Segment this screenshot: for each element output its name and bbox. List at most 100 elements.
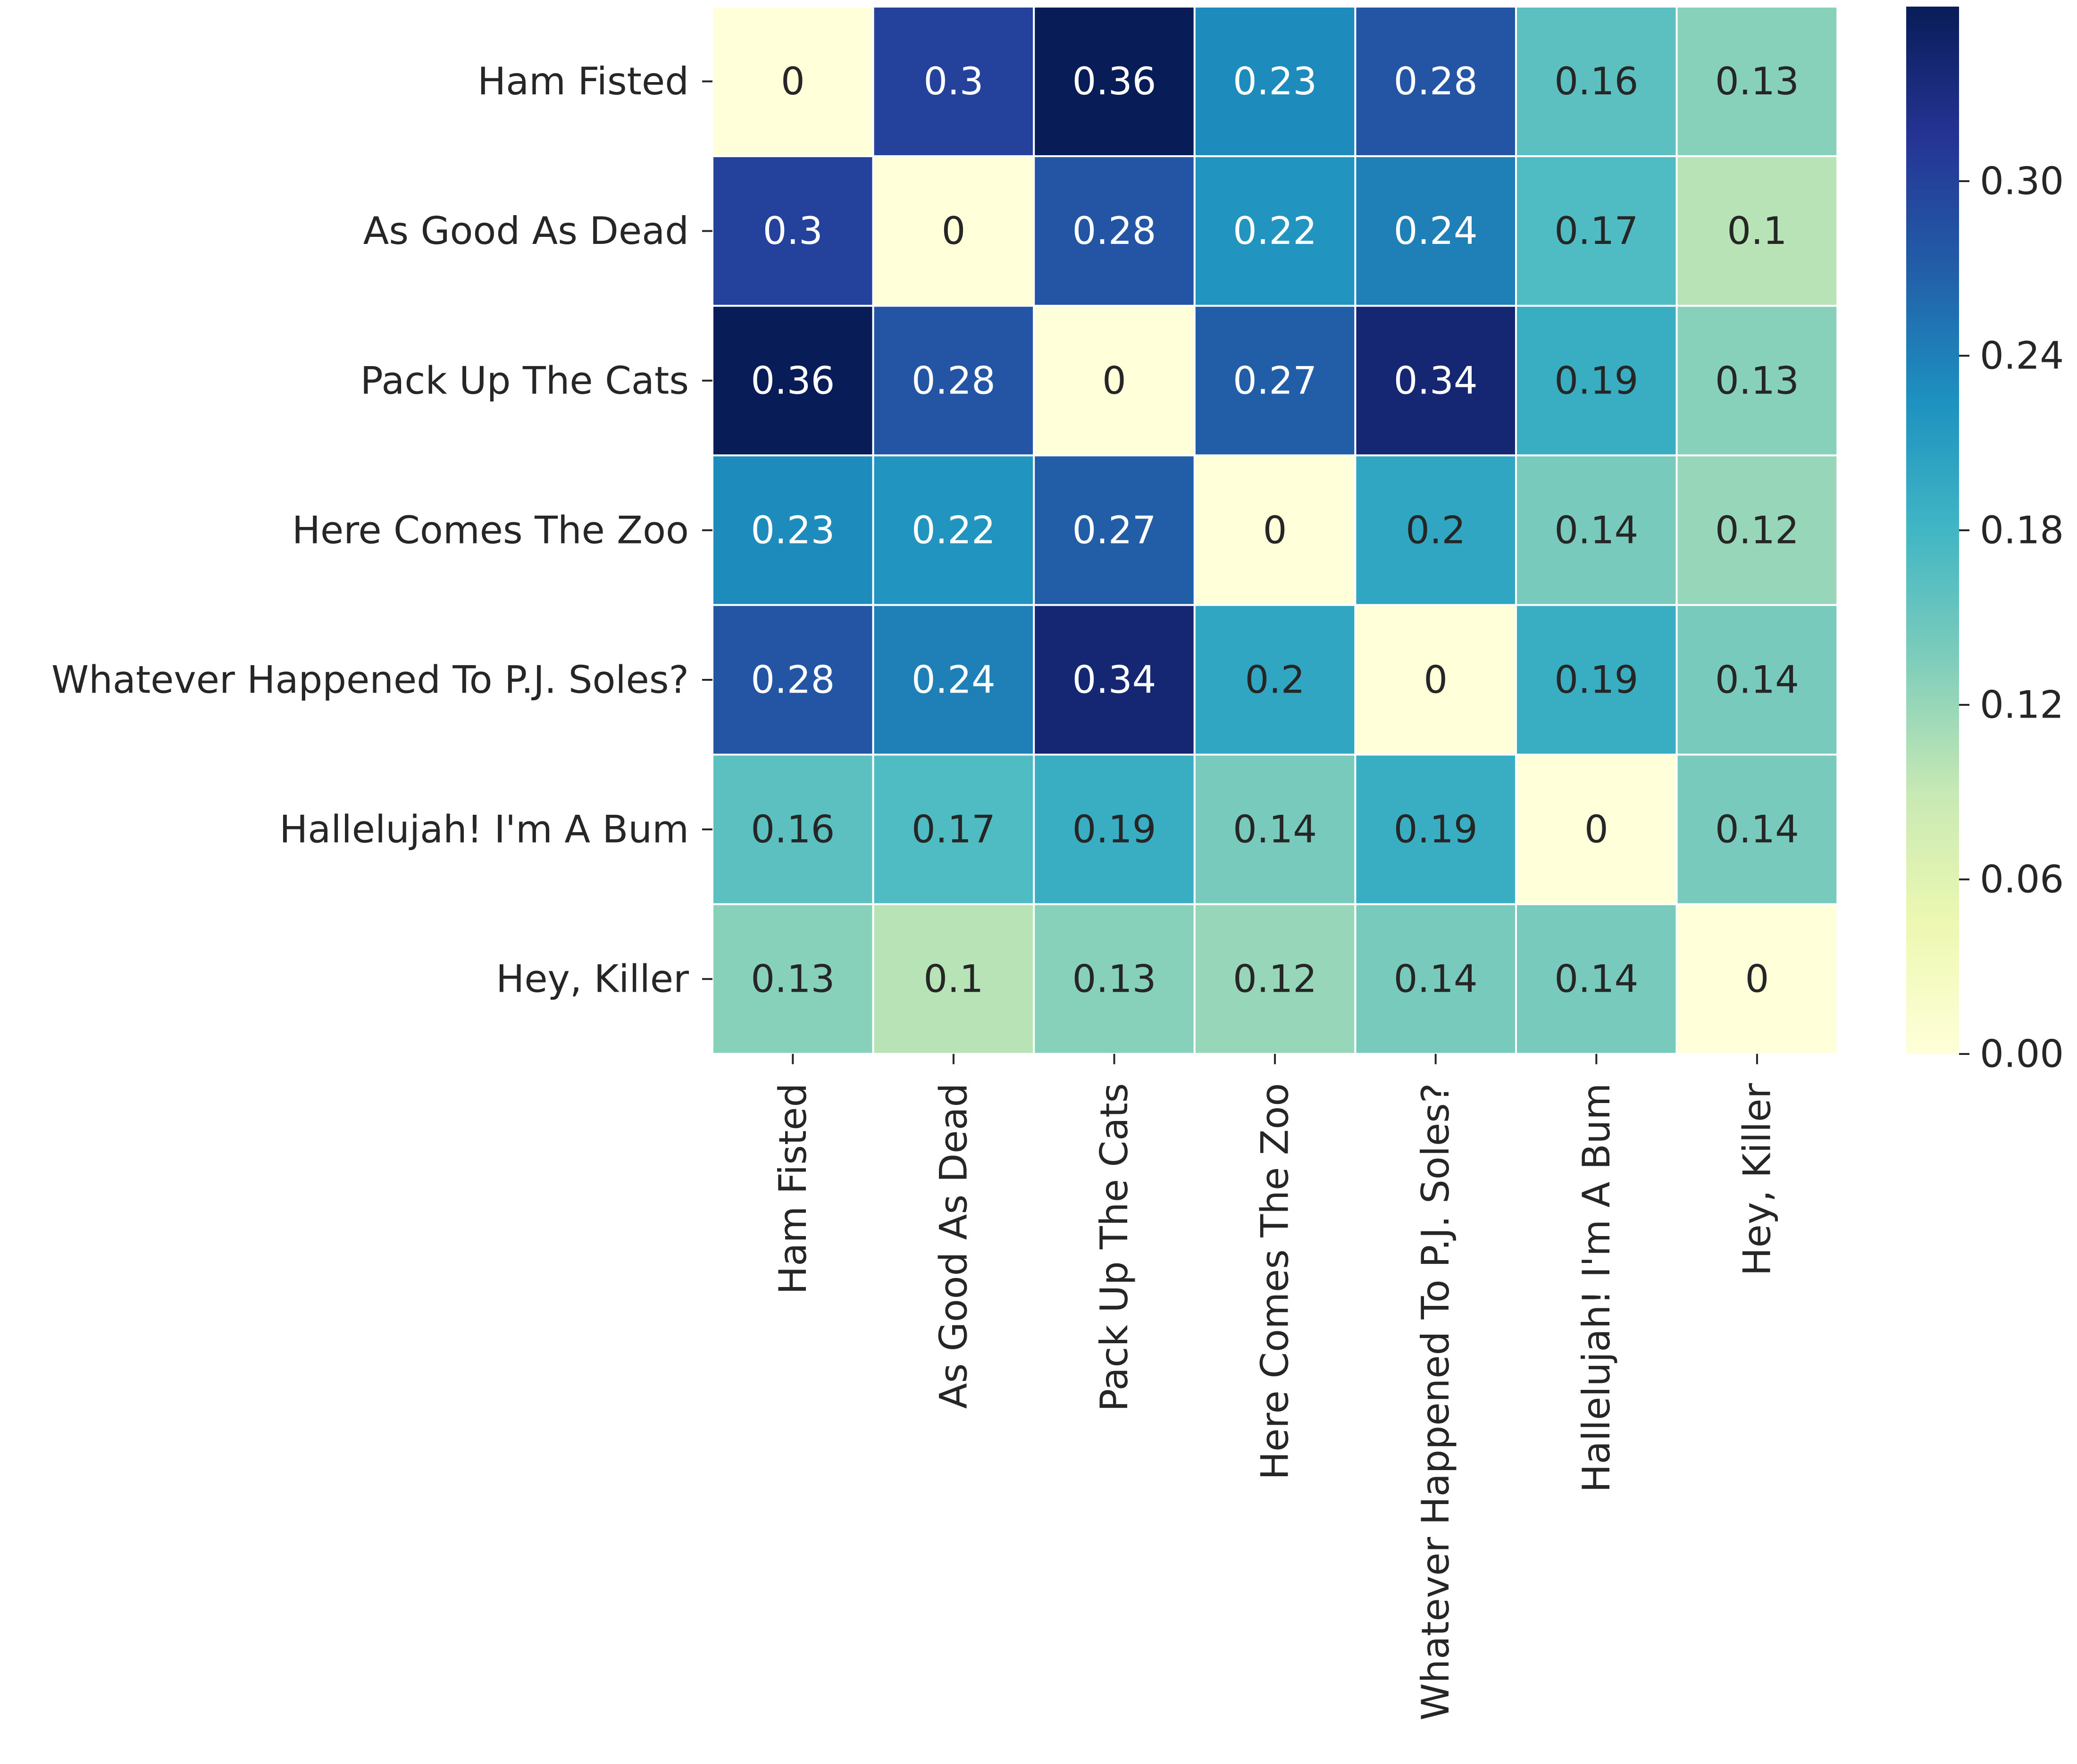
heatmap-cell [1354,155,1517,307]
colorbar-gradient [1906,7,1959,1054]
heatmap-cells: 0 0.3 0.36 0.23 0.28 0.16 0.13 0.3 0 0.28 0.22 0.24… [712,6,1839,1055]
cell-value-label: 0.3 [923,59,983,103]
cell-value-label: 0 [1102,359,1126,402]
cell-value-label: 0.28 [1072,209,1156,253]
heatmap-cell [1033,155,1196,307]
cell-value-label: 0.19 [1554,359,1638,402]
cell-value-label: 0.24 [912,658,996,702]
cell-value-label: 0.16 [751,808,835,852]
cell-value-label: 0 [781,59,805,103]
cell-value-label: 0.19 [1554,658,1638,702]
cell-value-label: 0.14 [1233,808,1317,852]
cell-value-label: 0.22 [1233,209,1317,253]
y-tick-label: As Good As Dead [363,209,689,253]
colorbar-tick-label: 0.30 [1980,159,2064,203]
heatmap-cell [1675,454,1839,606]
cell-value-label: 0.19 [1072,808,1156,852]
heatmap-cell [1033,604,1196,756]
cell-value-label: 0.19 [1394,808,1478,852]
colorbar: 0.00 0.06 0.12 0.18 0.24 0.30 [1906,7,2064,1076]
x-tick-label: Hey, Killer [1735,1083,1779,1276]
cell-value-label: 0.14 [1715,658,1799,702]
cell-value-label: 0.1 [1727,209,1787,253]
heatmap-cell [1033,903,1196,1055]
cell-value-label: 0.28 [912,359,996,402]
cell-value-label: 0.23 [751,508,835,552]
heatmap-cell [1033,753,1196,905]
heatmap-cell [1354,305,1517,457]
cell-value-label: 0.23 [1233,59,1317,103]
heatmap-cell [1675,903,1839,1055]
heatmap-cell [1354,6,1517,158]
y-tick-label: Whatever Happened To P.J. Soles? [51,658,689,702]
x-tick-label: Here Comes The Zoo [1253,1083,1297,1480]
cell-value-label: 0.22 [912,508,996,552]
cell-value-label: 0.36 [751,359,835,402]
heatmap-cell [1515,155,1678,307]
cell-value-label: 0 [941,209,965,253]
cell-value-label: 0.17 [1554,209,1638,253]
x-tick-label: Ham Fisted [771,1083,815,1295]
heatmap-cell [1515,903,1678,1055]
x-tick-label: Pack Up The Cats [1092,1083,1136,1412]
cell-value-label: 0.1 [923,957,983,1001]
heatmap-cell [1515,6,1678,158]
cell-value-label: 0.2 [1406,508,1466,552]
y-tick-label: Ham Fisted [477,59,689,103]
y-tick-label: Here Comes The Zoo [292,508,689,552]
cell-value-label: 0.12 [1715,508,1799,552]
y-tick-label: Pack Up The Cats [360,359,689,402]
cell-value-label: 0.14 [1394,957,1478,1001]
heatmap-cell [712,454,874,606]
y-tick-label: Hey, Killer [496,957,689,1001]
heatmap-cell [1193,6,1357,158]
heatmap-cell [1033,6,1196,158]
cell-value-label: 0.14 [1715,808,1799,852]
colorbar-tick-label: 0.06 [1980,858,2064,902]
cell-value-label: 0.13 [1715,359,1799,402]
cell-value-label: 0.36 [1072,59,1156,103]
heatmap-cell [712,604,874,756]
heatmap-cell [712,6,874,158]
colorbar-tick-label: 0.24 [1980,334,2064,378]
heatmap-cell [872,305,1035,457]
colorbar-tick-label: 0.00 [1980,1032,2064,1076]
cell-value-label: 0.16 [1554,59,1638,103]
y-axis: Ham Fisted As Good As Dead Pack Up The Cat… [51,59,712,1001]
y-tick-label: Hallelujah! I'm A Bum [279,808,689,852]
heatmap-cell [1515,454,1678,606]
cell-value-label: 0.34 [1394,359,1478,402]
heatmap-cell [1675,604,1839,756]
cell-value-label: 0.13 [1715,59,1799,103]
heatmap-cell [712,903,874,1055]
heatmap-cell [1354,753,1517,905]
cell-value-label: 0 [1263,508,1287,552]
cell-value-label: 0.27 [1233,359,1317,402]
x-axis: Ham Fisted As Good As Dead Pack Up The Cat… [771,1053,1779,1721]
x-tick-label: Whatever Happened To P.J. Soles? [1414,1083,1457,1721]
heatmap-cell [872,454,1035,606]
cell-value-label: 0.2 [1245,658,1305,702]
heatmap-cell [1193,305,1357,457]
cell-value-label: 0 [1745,957,1769,1001]
heatmap-cell [1675,155,1839,307]
heatmap-cell [1193,753,1357,905]
colorbar-tick-label: 0.12 [1980,683,2064,727]
cell-value-label: 0 [1424,658,1448,702]
cell-value-label: 0.12 [1233,957,1317,1001]
cell-value-label: 0 [1584,808,1608,852]
heatmap-cell [1193,903,1357,1055]
heatmap-cell [1675,305,1839,457]
cell-value-label: 0.27 [1072,508,1156,552]
cell-value-label: 0.28 [751,658,835,702]
heatmap-cell [872,6,1035,158]
cell-value-label: 0.28 [1394,59,1478,103]
colorbar-tick-label: 0.18 [1980,509,2064,552]
cell-value-label: 0.13 [751,957,835,1001]
cell-value-label: 0.14 [1554,957,1638,1001]
heatmap-cell [1515,305,1678,457]
x-tick-label: Hallelujah! I'm A Bum [1574,1083,1618,1493]
heatmap-cell [712,753,874,905]
heatmap-cell [1354,903,1517,1055]
